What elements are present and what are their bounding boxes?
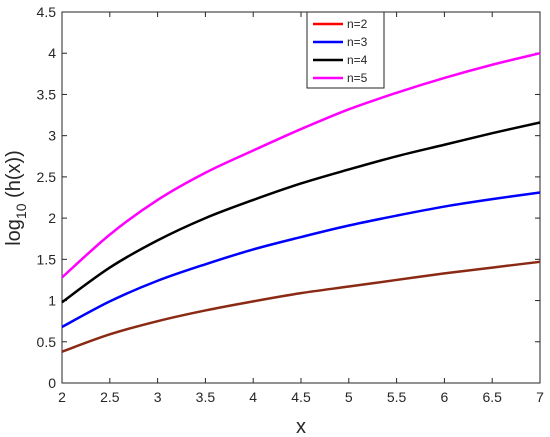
x-tick-label: 7 <box>536 389 544 405</box>
x-tick-label: 5 <box>345 389 353 405</box>
series-line-n-4 <box>61 121 541 304</box>
y-tick-label: 3.5 <box>37 86 57 102</box>
legend-label: n=5 <box>347 71 368 85</box>
y-tick-label: 0 <box>48 375 56 391</box>
x-tick-label: 4 <box>249 389 257 405</box>
series-line-n-5 <box>61 52 541 279</box>
x-axis: 2 2.5 3 3.5 4 4.5 5 5.5 6 6.5 7 <box>58 12 544 405</box>
y-tick-label: 4.5 <box>37 4 57 20</box>
x-tick-label: 5.5 <box>387 389 407 405</box>
y-tick-label: 2 <box>48 210 56 226</box>
x-tick-label: 4.5 <box>291 389 311 405</box>
y-axis-title-subscript: 10 <box>13 203 29 219</box>
x-tick-label: 2.5 <box>100 389 120 405</box>
legend-label: n=2 <box>347 17 368 31</box>
y-tick-label: 1.5 <box>37 251 57 267</box>
x-axis-title: x <box>296 416 306 437</box>
x-tick-label: 6.5 <box>482 389 502 405</box>
y-tick-label: 2.5 <box>37 169 57 185</box>
legend-label: n=4 <box>347 53 368 67</box>
y-tick-label: 1 <box>48 293 56 309</box>
legend-label: n=3 <box>347 35 368 49</box>
x-tick-label: 6 <box>441 389 449 405</box>
y-tick-label: 0.5 <box>37 334 57 350</box>
y-tick-label: 3 <box>48 128 56 144</box>
x-tick-label: 2 <box>58 389 66 405</box>
y-axis-title-log: log <box>3 219 25 246</box>
y-tick-label: 4 <box>48 45 56 61</box>
x-tick-label: 3 <box>154 389 162 405</box>
y-axis-title-rest: (h(x)) <box>3 150 25 203</box>
series-lines <box>61 52 541 353</box>
y-axis: 0 0.5 1 1.5 2 2.5 3 3.5 4 4.5 <box>37 4 540 391</box>
y-axis-title: log10 (h(x)) <box>3 150 29 246</box>
series-line-n-3 <box>61 191 541 329</box>
legend: n=2 n=3 n=4 n=5 <box>306 11 385 89</box>
series-line-n-2 <box>61 260 541 353</box>
x-tick-label: 3.5 <box>196 389 216 405</box>
